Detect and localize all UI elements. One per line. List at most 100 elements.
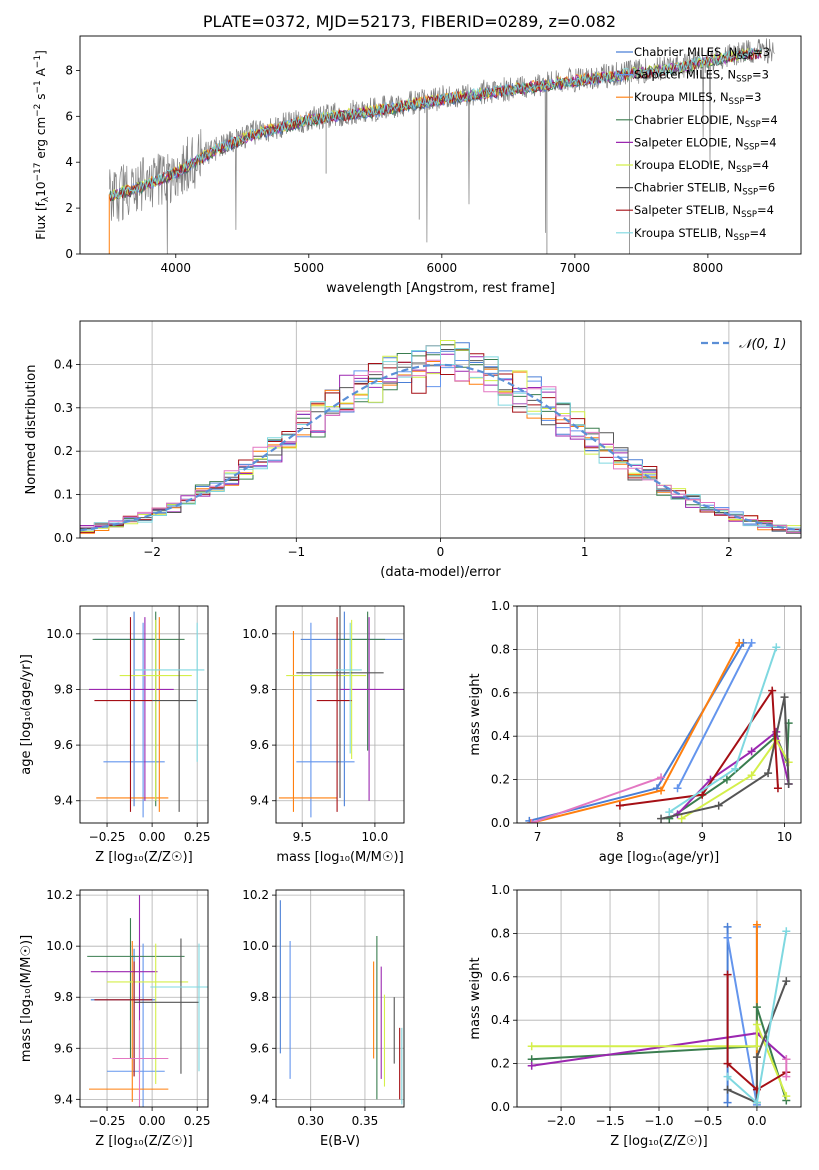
- weight-marker: [665, 808, 674, 817]
- errorbar-4: [340, 617, 404, 801]
- weight-series-7: [726, 974, 787, 1091]
- x-tick-label: −2.0: [546, 1114, 575, 1128]
- y-tick-label: 9.8: [250, 990, 269, 1004]
- weight-marker: [752, 1020, 761, 1029]
- weight-marker: [657, 786, 666, 795]
- legend-name: Salpeter ELODIE, N: [634, 135, 744, 149]
- errorbar-5: [119, 619, 192, 801]
- legend: 𝒩(0, 1): [701, 337, 786, 352]
- x-tick-label: 0.25: [184, 830, 211, 844]
- legend-sub: SSP: [745, 120, 761, 130]
- y-tick-label: 10.0: [242, 939, 269, 953]
- y-axis-label: mass weight: [468, 673, 483, 755]
- y-tick-label: 10.2: [242, 888, 269, 902]
- weight-marker: [782, 1072, 791, 1081]
- axes-frame: [516, 889, 802, 1108]
- weight-marker: [723, 933, 732, 942]
- legend-name: Chabrier ELODIE, N: [634, 113, 745, 127]
- legend-entry: Chabrier MILES, NSSP=3: [634, 45, 770, 62]
- label-part: −2: [33, 104, 43, 117]
- errorbar-8: [134, 622, 205, 762]
- weight-series-5: [531, 1024, 788, 1097]
- y-tick-label: 10.2: [46, 888, 73, 902]
- x-axis-label: E(B-V): [320, 1134, 360, 1149]
- errorbar-7: [94, 617, 153, 812]
- errorbar-3: [87, 918, 185, 1059]
- y-axis-label: mass [log₁₀(M/M☉)]: [19, 935, 34, 1062]
- x-axis-label: wavelength [Angstrom, rest frame]: [326, 281, 555, 296]
- x-tick-label: 0: [437, 545, 445, 559]
- x-tick-label: −1: [287, 545, 305, 559]
- x-tick-label: 8000: [693, 261, 724, 275]
- label-part: Flux [f: [34, 201, 48, 239]
- x-tick-label: 8: [616, 830, 624, 844]
- y-tick-label: 0.4: [54, 357, 73, 371]
- weight-marker: [723, 1085, 732, 1094]
- y-tick-label: 6: [65, 109, 73, 123]
- legend-entry: Kroupa STELIB, NSSP=4: [634, 226, 766, 243]
- panel-weight-vs-age: 7 8 9 10 0.0 0.2 0.4 0.6 0.8 1.0 age [log₁₀(age/yr…: [468, 599, 802, 865]
- x-tick-label: 7000: [560, 261, 591, 275]
- x-tick-label: 9: [698, 830, 706, 844]
- figure-title: PLATE=0372, MJD=52173, FIBERID=0289, z=0…: [202, 12, 617, 31]
- errorbar-2: [96, 617, 169, 812]
- legend-entry: Salpeter MILES, NSSP=3: [634, 68, 769, 85]
- legend-n: =4: [749, 226, 766, 240]
- x-tick-label: 9.5: [293, 830, 312, 844]
- label-part: ]: [34, 50, 48, 55]
- errorbar-0: [94, 611, 156, 807]
- y-tick-label: 9.8: [54, 682, 73, 696]
- label-part: erg cm: [34, 117, 48, 163]
- x-tick-label: 10: [777, 830, 792, 844]
- legend-entry: Kroupa MILES, NSSP=3: [634, 90, 761, 107]
- y-tick-label: 9.8: [250, 682, 269, 696]
- legend-name: Kroupa STELIB, N: [634, 226, 734, 240]
- axes-frame: [275, 889, 405, 1108]
- x-tick-label: 2: [725, 545, 733, 559]
- panel-weight-vs-Z: −2.0 −1.5 −1.0 −0.5 0.0 0.0 0.2 0.4 0.6 0.8 1.0 Z […: [468, 883, 802, 1149]
- label-part: −1: [33, 80, 43, 93]
- weight-series-7: [619, 687, 779, 807]
- weight-series-6: [660, 696, 790, 820]
- legend-n: =6: [758, 181, 775, 195]
- y-tick-label: 9.4: [54, 1092, 73, 1106]
- weight-marker: [768, 686, 777, 695]
- weight-marker: [657, 773, 666, 782]
- legend-name: Salpeter STELIB, N: [634, 203, 741, 217]
- panel-residuals: −2 −1 0 1 2 0.0 0.1 0.2 0.3 0.4 (data-model)/error…: [24, 320, 802, 580]
- axes-frame: [79, 605, 209, 824]
- plot-area: [525, 638, 793, 823]
- y-tick-label: 0.0: [491, 816, 510, 830]
- panel-mass-vs-Z: −0.25 0.00 0.25 9.4 9.6 9.8 10.0 10.2 Z [log₁₀(Z…: [19, 888, 211, 1149]
- y-tick-label: 0.0: [54, 531, 73, 545]
- y-tick-label: 9.4: [54, 794, 73, 808]
- panel-age-vs-mass: 9.5 10.0 9.4 9.6 9.8 10.0 mass [log₁₀(M/M☉)]: [242, 605, 405, 865]
- errorbar-5: [107, 943, 189, 1085]
- weight-marker: [722, 775, 731, 784]
- legend-name: Kroupa MILES, N: [634, 90, 729, 104]
- legend-entry: Salpeter ELODIE, NSSP=4: [634, 135, 777, 152]
- legend-entry: Chabrier ELODIE, NSSP=4: [634, 113, 778, 130]
- weight-marker: [723, 922, 732, 931]
- legend-sub: SSP: [729, 97, 745, 107]
- y-tick-label: 2: [65, 201, 73, 215]
- legend-n: =3: [752, 68, 769, 82]
- legend-sub: SSP: [736, 165, 752, 175]
- weight-marker: [764, 769, 773, 778]
- x-tick-label: 0.30: [297, 1114, 324, 1128]
- x-axis-label: (data-model)/error: [380, 565, 501, 580]
- y-tick-label: 0.6: [491, 970, 510, 984]
- y-tick-label: 9.8: [54, 990, 73, 1004]
- plot-area: [527, 920, 791, 1107]
- y-tick-label: 0.2: [54, 444, 73, 458]
- plot-area: [108, 38, 775, 254]
- weight-marker: [731, 764, 740, 773]
- weight-series-1: [676, 642, 753, 789]
- y-tick-label: 10.0: [242, 627, 269, 641]
- axes-frame: [79, 35, 802, 255]
- x-axis-label: age [log₁₀(age/yr)]: [599, 850, 720, 865]
- legend-name: Salpeter MILES, N: [634, 68, 736, 82]
- weight-marker: [772, 643, 781, 652]
- legend-name: Kroupa ELODIE, N: [634, 158, 736, 172]
